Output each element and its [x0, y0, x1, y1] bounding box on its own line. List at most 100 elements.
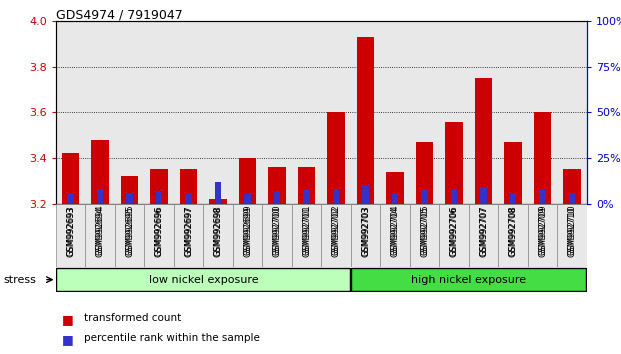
Text: GSM992703: GSM992703	[361, 205, 370, 256]
Bar	[533, 112, 551, 204]
Text: GSM992705: GSM992705	[420, 207, 429, 257]
FancyBboxPatch shape	[57, 268, 350, 291]
Text: GSM992710: GSM992710	[568, 205, 576, 256]
FancyBboxPatch shape	[528, 204, 557, 267]
Bar	[91, 140, 109, 204]
Text: GSM992704: GSM992704	[391, 207, 399, 257]
Bar	[356, 37, 374, 204]
Bar	[539, 189, 546, 204]
Text: transformed count: transformed count	[84, 313, 181, 323]
Bar	[67, 193, 74, 204]
Text: GSM992699: GSM992699	[243, 205, 252, 256]
Text: GSM992704: GSM992704	[391, 205, 399, 256]
Text: GSM992695: GSM992695	[125, 207, 134, 257]
Bar	[415, 142, 433, 204]
Text: GSM992708: GSM992708	[509, 207, 517, 257]
Text: GSM992694: GSM992694	[96, 205, 104, 256]
FancyBboxPatch shape	[144, 204, 174, 267]
Bar	[215, 182, 222, 204]
FancyBboxPatch shape	[204, 204, 233, 267]
Bar	[563, 169, 581, 204]
Text: ■: ■	[62, 313, 74, 326]
FancyBboxPatch shape	[351, 268, 586, 291]
Bar	[156, 191, 163, 204]
Bar	[474, 78, 492, 204]
Bar	[451, 189, 458, 204]
Text: ■: ■	[62, 333, 74, 347]
Bar	[504, 142, 522, 204]
FancyBboxPatch shape	[439, 204, 469, 267]
Text: low nickel exposure: low nickel exposure	[148, 275, 258, 285]
Bar	[209, 199, 227, 204]
Text: GSM992702: GSM992702	[332, 207, 340, 257]
Text: GDS4974 / 7919047: GDS4974 / 7919047	[56, 9, 183, 22]
Bar	[333, 189, 340, 204]
FancyBboxPatch shape	[410, 204, 439, 267]
Bar	[327, 112, 345, 204]
FancyBboxPatch shape	[262, 204, 292, 267]
Text: GSM992698: GSM992698	[214, 205, 222, 256]
Bar	[120, 176, 138, 204]
FancyBboxPatch shape	[380, 204, 410, 267]
Text: GSM992694: GSM992694	[96, 207, 104, 257]
Bar	[362, 185, 369, 204]
Bar	[421, 189, 428, 204]
FancyBboxPatch shape	[115, 204, 144, 267]
Text: GSM992701: GSM992701	[302, 205, 311, 256]
Text: high nickel exposure: high nickel exposure	[411, 275, 527, 285]
Text: GSM992698: GSM992698	[214, 207, 222, 257]
Text: GSM992706: GSM992706	[450, 207, 458, 257]
Text: GSM992697: GSM992697	[184, 205, 193, 256]
Text: GSM992708: GSM992708	[509, 205, 517, 256]
Bar	[185, 193, 192, 204]
Text: GSM992696: GSM992696	[155, 207, 163, 257]
Bar	[303, 189, 310, 204]
Text: GSM992697: GSM992697	[184, 207, 193, 257]
Text: GSM992695: GSM992695	[125, 205, 134, 256]
Bar	[392, 193, 399, 204]
Text: GSM992710: GSM992710	[568, 207, 576, 257]
Bar	[480, 187, 487, 204]
Bar	[126, 193, 133, 204]
Bar	[386, 172, 404, 204]
Bar	[244, 194, 251, 204]
Text: GSM992707: GSM992707	[479, 207, 488, 257]
FancyBboxPatch shape	[292, 204, 322, 267]
Text: stress: stress	[3, 275, 36, 285]
FancyBboxPatch shape	[233, 204, 262, 267]
Bar	[62, 153, 79, 204]
Bar	[445, 121, 463, 204]
Text: GSM992693: GSM992693	[66, 207, 75, 257]
Text: GSM992699: GSM992699	[243, 207, 252, 257]
Text: GSM992709: GSM992709	[538, 205, 547, 256]
Bar	[150, 169, 168, 204]
Text: GSM992707: GSM992707	[479, 205, 488, 256]
Bar	[180, 169, 197, 204]
Bar	[97, 189, 104, 204]
Bar	[569, 193, 576, 204]
Text: GSM992700: GSM992700	[273, 205, 281, 256]
FancyBboxPatch shape	[174, 204, 204, 267]
FancyBboxPatch shape	[557, 204, 587, 267]
Bar	[238, 158, 256, 204]
Text: GSM992706: GSM992706	[450, 205, 458, 256]
FancyBboxPatch shape	[56, 204, 86, 267]
Text: GSM992696: GSM992696	[155, 205, 163, 256]
Text: GSM992702: GSM992702	[332, 205, 340, 256]
FancyBboxPatch shape	[86, 204, 115, 267]
Bar	[510, 193, 517, 204]
Bar	[268, 167, 286, 204]
Bar	[298, 167, 315, 204]
Text: GSM992705: GSM992705	[420, 205, 429, 256]
Text: percentile rank within the sample: percentile rank within the sample	[84, 333, 260, 343]
Text: GSM992693: GSM992693	[66, 205, 75, 256]
Text: GSM992703: GSM992703	[361, 207, 370, 257]
Text: GSM992701: GSM992701	[302, 207, 311, 257]
Text: GSM992700: GSM992700	[273, 207, 281, 257]
FancyBboxPatch shape	[469, 204, 498, 267]
Bar	[274, 191, 281, 204]
FancyBboxPatch shape	[498, 204, 528, 267]
FancyBboxPatch shape	[322, 204, 351, 267]
FancyBboxPatch shape	[351, 204, 380, 267]
Text: GSM992709: GSM992709	[538, 207, 547, 257]
